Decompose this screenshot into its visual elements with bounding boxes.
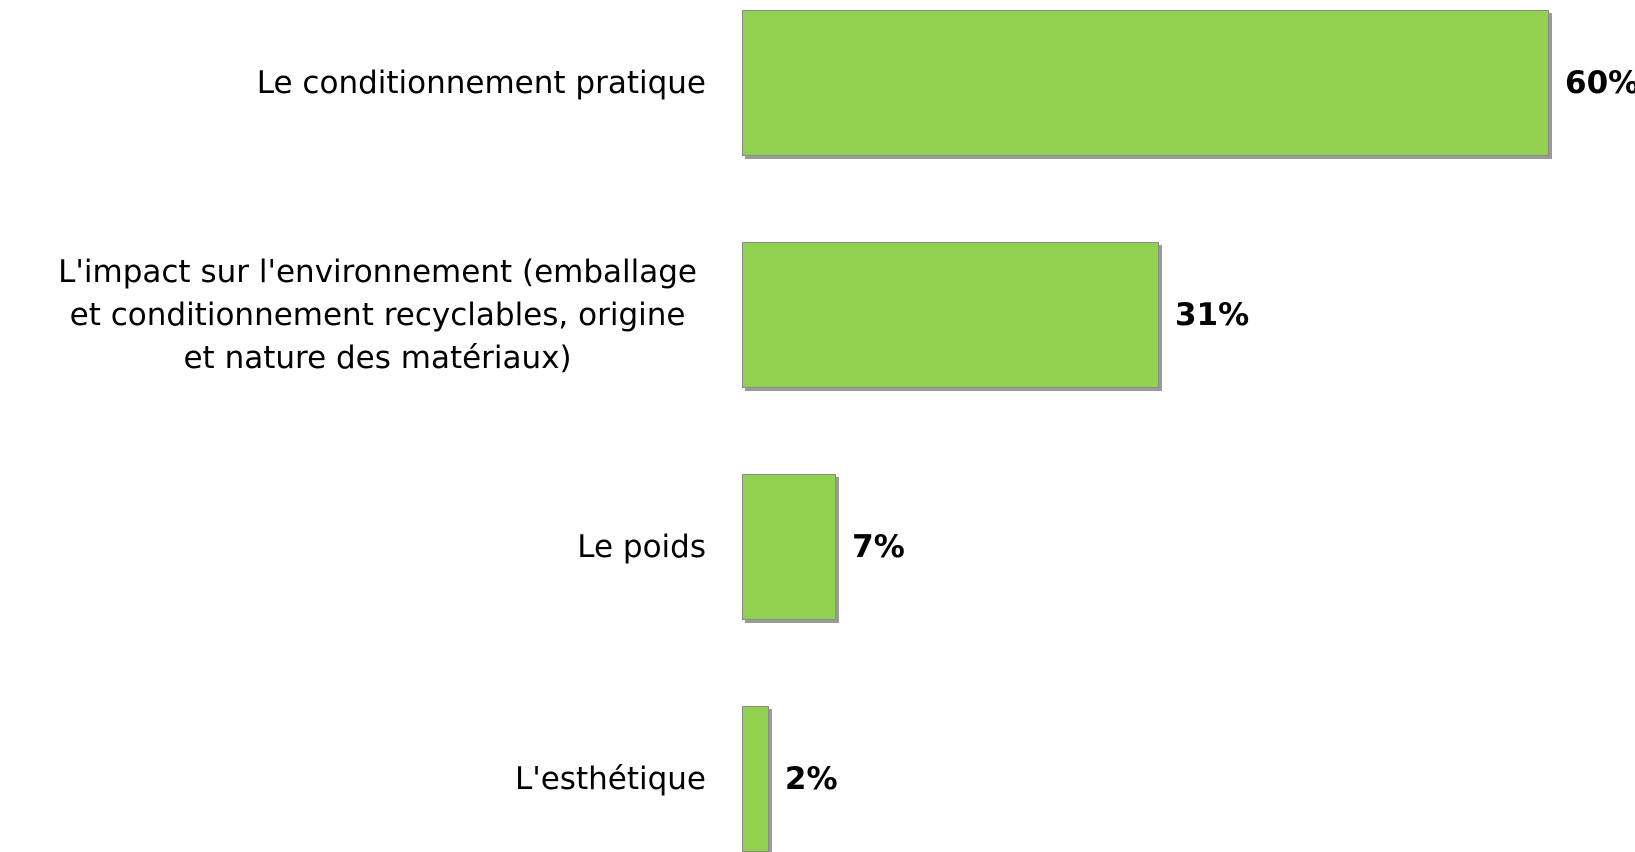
category-label: L'esthétique	[514, 760, 706, 797]
category-label: L'impact sur l'environnement (emballage …	[58, 253, 697, 376]
bar	[742, 706, 769, 852]
value-label: 60%	[1565, 65, 1635, 101]
value-label: 2%	[784, 761, 838, 797]
category-label: Le poids	[577, 528, 706, 565]
value-label: 31%	[1174, 297, 1250, 333]
bar	[742, 474, 837, 620]
bar	[742, 10, 1549, 156]
value-label: 7%	[852, 529, 905, 565]
category-label: Le conditionnement pratique	[256, 64, 706, 101]
bar	[742, 242, 1159, 388]
